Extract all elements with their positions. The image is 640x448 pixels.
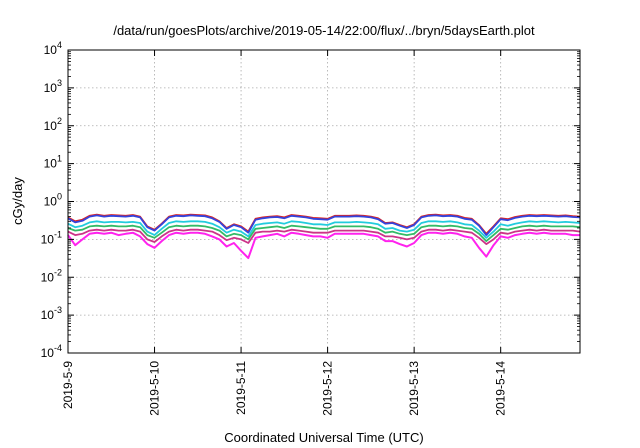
x-tick-label: 2019-5-13 <box>407 361 421 416</box>
y-axis-label: cGy/day <box>10 177 25 225</box>
x-axis-label: Coordinated Universal Time (UTC) <box>224 430 423 445</box>
y-axis: 10-4 10-3 10-2 10-1 100 101 102 103 104 <box>41 40 580 360</box>
y-tick-label: 103 <box>44 78 62 95</box>
y-tick-label: 10-4 <box>41 343 62 360</box>
series-layer <box>67 213 581 260</box>
y-tick-label: 102 <box>44 116 62 133</box>
grid <box>68 50 580 353</box>
x-tick-label: 2019-5-9 <box>61 361 75 409</box>
series-line-4 <box>67 224 581 243</box>
x-tick-label: 2019-5-10 <box>148 361 162 416</box>
y-tick-label: 101 <box>44 154 62 171</box>
chart-title: /data/run/goesPlots/archive/2019-05-14/2… <box>113 23 535 38</box>
y-tick-label: 10-1 <box>41 229 62 246</box>
x-tick-label: 2019-5-12 <box>321 361 335 416</box>
y-tick-label: 10-3 <box>41 305 62 322</box>
series-line-5 <box>67 228 581 246</box>
y-tick-label: 10-2 <box>41 267 62 284</box>
series-line-2 <box>67 214 581 237</box>
y-tick-label: 100 <box>44 192 62 209</box>
series-line-3 <box>67 220 581 239</box>
x-tick-label: 2019-5-11 <box>234 361 248 415</box>
series-line-6 <box>67 231 580 260</box>
y-tick-label: 104 <box>44 40 62 57</box>
x-axis: 2019-5-9 2019-5-10 2019-5-11 2019-5-12 2019-… <box>61 50 508 416</box>
x-tick-label: 2019-5-14 <box>494 361 508 416</box>
